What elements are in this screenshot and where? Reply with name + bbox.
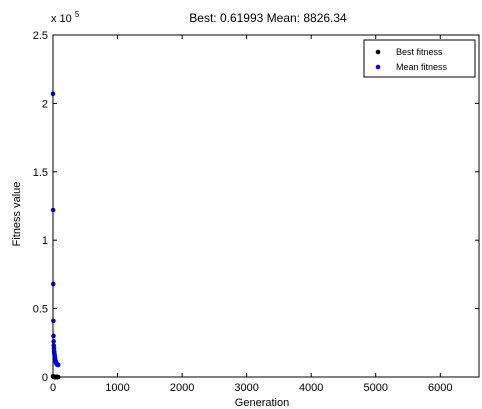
x-axis-ticks: 0 1000 2000 3000 4000 5000 6000 (50, 35, 453, 394)
y-axis-ticks: 0 0.5 1 1.5 2 2.5 (33, 30, 479, 384)
mean-fitness-point (51, 339, 56, 344)
x-tick-label: 2000 (170, 382, 194, 394)
chart-title: Best: 0.61993 Mean: 8826.34 (189, 11, 347, 25)
y-tick-label: 1 (42, 235, 48, 247)
y-axis-label: Fitness value (11, 182, 23, 247)
legend-label-mean: Mean fitness (396, 62, 448, 72)
x-tick-label: 3000 (234, 382, 258, 394)
y-multiplier-base: x 10 (51, 13, 72, 25)
x-axis-label: Generation (235, 397, 289, 409)
y-tick-label: 0.5 (33, 304, 48, 316)
x-tick-label: 5000 (363, 382, 387, 394)
legend: Best fitness Mean fitness (363, 39, 476, 78)
y-tick-label: 1.5 (33, 167, 48, 179)
mean-fitness-point (51, 333, 56, 339)
y-multiplier-exponent: 5 (75, 10, 80, 19)
legend-marker-best (375, 49, 381, 55)
plot-marks (50, 91, 61, 380)
y-tick-label: 2 (42, 98, 48, 110)
x-tick-label: 4000 (299, 382, 323, 394)
y-multiplier: x 10 5 (51, 10, 80, 25)
y-tick-label: 2.5 (33, 30, 48, 42)
x-tick-label: 1000 (105, 382, 129, 394)
legend-label-best: Best fitness (396, 47, 443, 57)
legend-box (363, 39, 476, 78)
plot-area-frame (52, 34, 480, 378)
x-tick-label: 0 (50, 382, 56, 394)
mean-fitness-point (55, 362, 61, 368)
x-tick-label: 6000 (428, 382, 452, 394)
y-tick-label: 0 (42, 372, 48, 384)
legend-marker-mean (375, 64, 381, 70)
series-mean-fitness (50, 91, 61, 368)
